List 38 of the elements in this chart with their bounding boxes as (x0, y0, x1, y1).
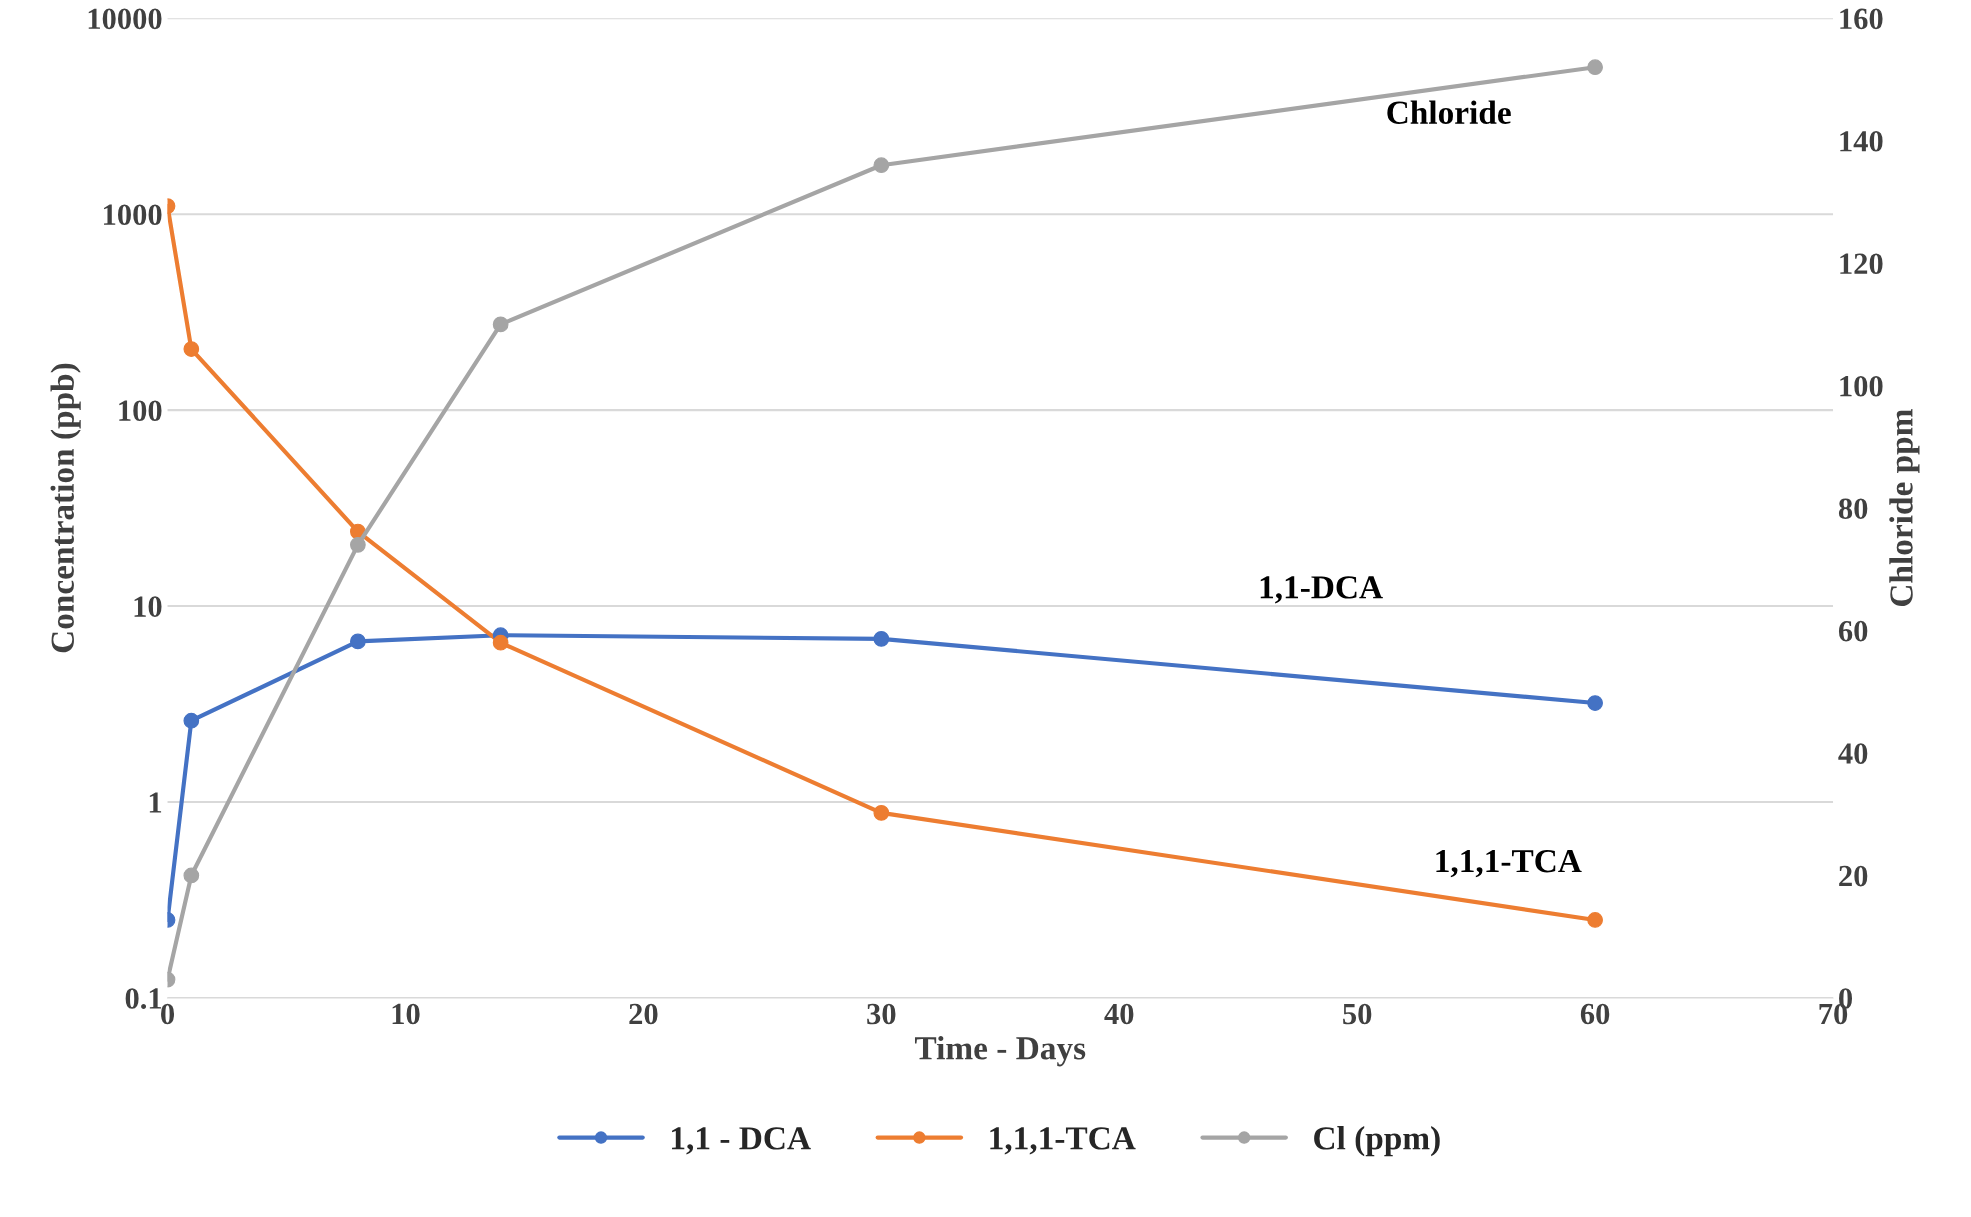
y-tick-label: 0.1 (125, 988, 162, 1009)
y-tick-label: 10 (134, 596, 162, 617)
point (1587, 912, 1603, 928)
y2-tick-label: 60 (1838, 620, 1868, 642)
y2-tick-label: 40 (1838, 743, 1868, 764)
point (492, 634, 509, 651)
y-axis-title: Concentration (ppb) (50, 363, 81, 653)
legend-label: Cl (ppm) (1314, 1126, 1440, 1157)
y2-tick-label: 80 (1838, 498, 1868, 519)
point (873, 805, 890, 821)
annotation: 1,1,1-TCA (1436, 850, 1582, 878)
x-tick-label: 0 (161, 1003, 175, 1025)
point (873, 631, 890, 647)
y2-tick-label: 20 (1839, 865, 1868, 887)
y2-tick-label: 120 (1840, 253, 1883, 275)
y-tick-label: 1 (149, 792, 162, 813)
point (1587, 695, 1603, 711)
x-tick-label: 60 (1580, 1003, 1610, 1025)
x-tick-label: 20 (629, 1003, 658, 1025)
y-tick-label: 100 (119, 400, 162, 422)
x-tick-label: 40 (1104, 1003, 1134, 1025)
point (183, 341, 200, 357)
y2-tick-label: 100 (1840, 375, 1883, 397)
annotation: Chloride (1387, 100, 1511, 124)
annotation: 1,1-DCA (1260, 576, 1383, 604)
x-tick-label: 10 (392, 1003, 420, 1025)
x-tick-label: 30 (867, 1003, 896, 1025)
y-tick-label: 1000 (104, 204, 162, 226)
point (183, 712, 200, 729)
y2-tick-label: 140 (1840, 131, 1883, 152)
point (350, 633, 366, 650)
x-axis-title: Time - Days (914, 1036, 1086, 1067)
legend-label: 1,1,1-TCA (990, 1127, 1136, 1155)
y2-tick-label: 160 (1840, 8, 1883, 30)
legend-label: 1,1 - DCA (672, 1127, 811, 1155)
y2-axis-title: Chloride ppm (1889, 409, 1920, 607)
y-tick-label: 10000 (88, 8, 162, 30)
x-tick-label: 50 (1343, 1003, 1372, 1025)
